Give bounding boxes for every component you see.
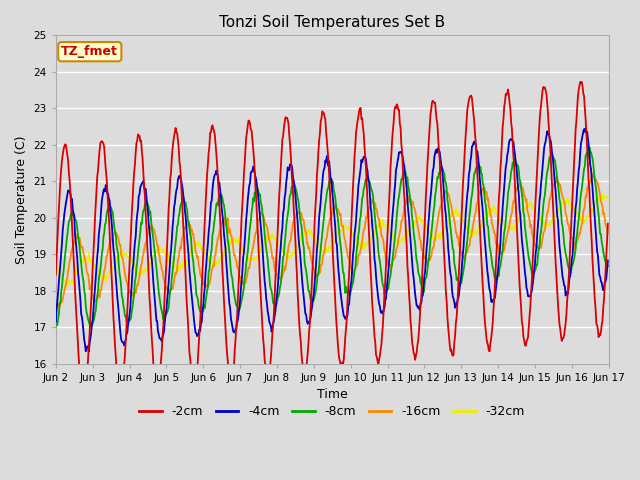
Y-axis label: Soil Temperature (C): Soil Temperature (C) <box>15 135 28 264</box>
Text: TZ_fmet: TZ_fmet <box>61 45 118 58</box>
Legend: -2cm, -4cm, -8cm, -16cm, -32cm: -2cm, -4cm, -8cm, -16cm, -32cm <box>134 400 530 423</box>
Title: Tonzi Soil Temperatures Set B: Tonzi Soil Temperatures Set B <box>219 15 445 30</box>
X-axis label: Time: Time <box>317 388 348 401</box>
